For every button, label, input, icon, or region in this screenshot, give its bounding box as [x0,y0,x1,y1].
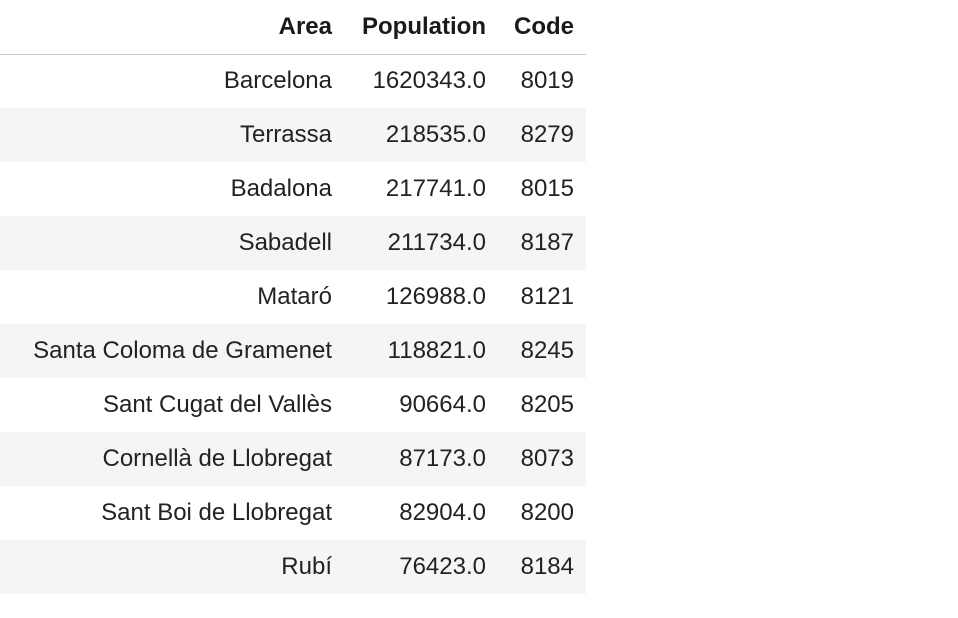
cell-area: Sant Boi de Llobregat [101,499,332,526]
cell-area: Barcelona [223,67,332,95]
cell-code: 8200 [520,499,574,526]
cell-code: 8184 [520,553,574,580]
cell-code: 8245 [520,337,574,364]
cell-area: Sabadell [238,229,332,256]
column-header-area: Area [0,0,344,55]
cell-population: 76423.0 [399,553,486,580]
table-row: Mataró 126988.0 8121 [0,270,586,324]
table-header: Area Population Code [0,0,586,55]
table-body: Barcelona 1620343.0 8019 Terrassa 218535… [0,54,586,594]
cell-population: 118821.0 [387,337,486,364]
cell-code: 8121 [520,283,574,310]
cell-area: Cornellà de Llobregat [102,445,333,472]
cell-population: 87173.0 [399,445,486,472]
cell-area: Santa Coloma de Gramenet [33,337,332,364]
table-row: Sant Boi de Llobregat 82904.0 8200 [0,486,586,540]
table-row: Barcelona 1620343.0 8019 [0,54,586,108]
column-header-code: Code [498,0,586,55]
cell-population: 217741.0 [385,175,486,202]
table-row: Terrassa 218535.0 8279 [0,108,586,162]
cell-code: 8073 [520,445,574,472]
cell-population: 126988.0 [385,283,486,310]
table-row: Sant Cugat del Vallès 90664.0 8205 [0,378,586,432]
cell-code: 8279 [520,121,574,148]
header-row: Area Population Code [0,0,586,55]
cell-population: 1620343.0 [372,67,486,95]
cell-code: 8205 [520,391,574,418]
cell-area: Mataró [257,283,332,310]
cell-code: 8015 [520,175,574,202]
table-row: Cornellà de Llobregat 87173.0 8073 [0,432,586,486]
cell-population: 82904.0 [399,499,486,526]
cell-area: Sant Cugat del Vallès [102,391,332,418]
column-header-population: Population [344,0,498,55]
table-row: Santa Coloma de Gramenet 118821.0 8245 [0,324,586,378]
cell-area: Badalona [230,175,332,202]
cell-code: 8019 [520,67,574,95]
table-row: Rubí 76423.0 8184 [0,540,586,594]
table-row: Badalona 217741.0 8015 [0,162,586,216]
cell-area: Terrassa [239,121,332,148]
table-row: Sabadell 211734.0 8187 [0,216,586,270]
cell-area: Rubí [281,553,332,580]
cell-population: 211734.0 [387,229,486,256]
cell-code: 8187 [520,229,574,256]
cell-population: 218535.0 [385,121,486,148]
dataframe-table: Area Population Code Barcelona 1620343.0… [0,0,586,594]
cell-population: 90664.0 [399,391,486,418]
